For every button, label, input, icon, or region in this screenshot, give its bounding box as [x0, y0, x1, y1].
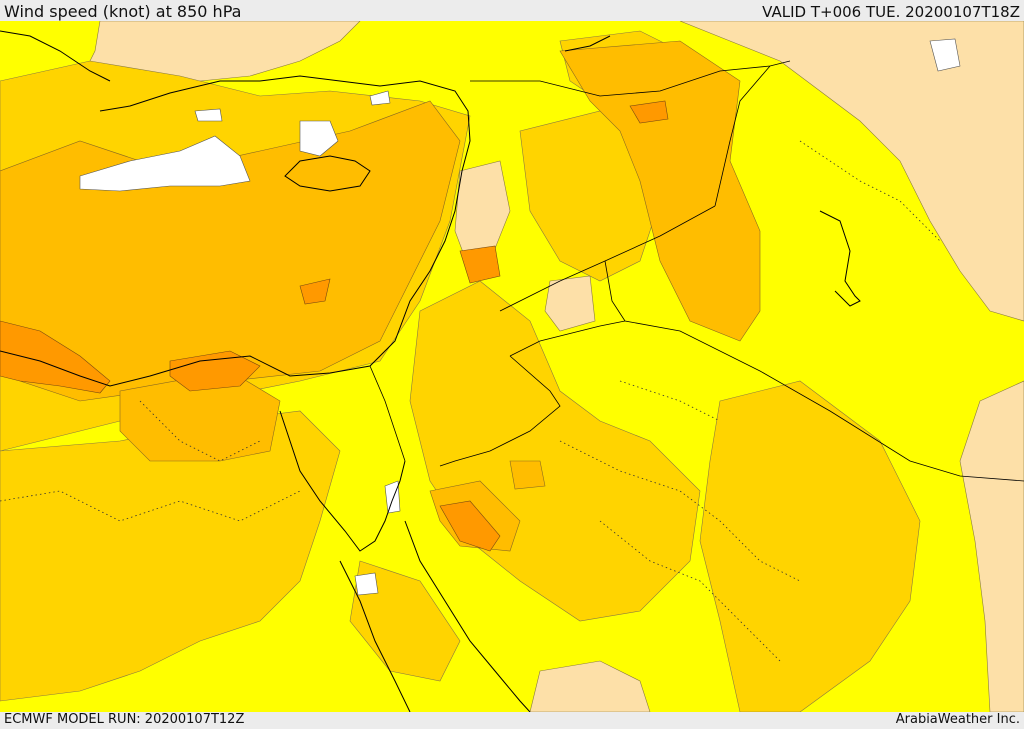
coast-red-sea-west — [339, 560, 411, 712]
zone-strong-levant — [459, 245, 501, 284]
zone-northeast — [679, 21, 1024, 322]
admin-saudi-1 — [559, 440, 801, 582]
coastlines — [0, 30, 861, 712]
header-bar: Wind speed (knot) at 850 hPa VALID T+006… — [0, 0, 1024, 21]
calm-cyprus-north — [299, 120, 339, 157]
footer-bar: ECMWF MODEL RUN: 20200107T12Z ArabiaWeat… — [0, 712, 1024, 729]
zone-gulf-interior — [699, 380, 921, 712]
zone-patch-a — [509, 460, 546, 490]
zone-strong-iraq — [629, 100, 669, 124]
zone-strong-med — [299, 278, 331, 305]
calm-caspian — [929, 38, 961, 72]
borders — [369, 60, 1024, 482]
coast-suez — [279, 410, 406, 552]
coast-med — [0, 75, 471, 387]
admin-iran — [799, 140, 941, 242]
admin-egypt — [0, 490, 301, 522]
calm-small-1 — [369, 90, 391, 106]
strong-zones — [0, 100, 669, 552]
admin-saudi-2 — [599, 520, 781, 662]
admin-delta — [139, 400, 261, 462]
border-saudi-iraq — [604, 260, 1024, 482]
admin-lines — [0, 140, 941, 662]
model-run: ECMWF MODEL RUN: 20200107T12Z — [4, 712, 245, 727]
zone-south — [529, 660, 651, 712]
valid-time: VALID T+006 TUE. 20200107T18Z — [762, 3, 1020, 21]
coast-cyprus — [284, 155, 371, 192]
calm-small-2 — [194, 108, 223, 122]
coast-gulf — [819, 210, 861, 307]
coast-aegean — [0, 30, 111, 82]
coast-red-sea-east — [404, 520, 531, 712]
border-egypt-israel — [369, 365, 406, 462]
zone-strong-saudi — [439, 500, 501, 552]
wind-map — [0, 21, 1024, 712]
admin-saudi-3 — [619, 380, 721, 422]
map-title: Wind speed (knot) at 850 hPa — [4, 2, 242, 21]
calm-zones — [79, 38, 961, 596]
zone-syria-patch — [544, 275, 596, 332]
zone-east — [959, 380, 1024, 712]
credit: ArabiaWeather Inc. — [895, 712, 1020, 727]
zone-iraq-band — [559, 40, 761, 342]
zone-strong-delta — [169, 350, 261, 392]
wind-map-canvas — [0, 21, 1024, 712]
border-jordan-iraq — [509, 320, 626, 357]
border-iraq-iran — [714, 65, 771, 207]
calm-aqaba — [384, 480, 401, 514]
zone-strong-west — [0, 320, 111, 394]
calm-red-sea — [354, 572, 379, 596]
calm-central-med — [79, 135, 251, 192]
coast-lake — [564, 35, 611, 52]
border-jordan-saudi — [439, 355, 561, 467]
